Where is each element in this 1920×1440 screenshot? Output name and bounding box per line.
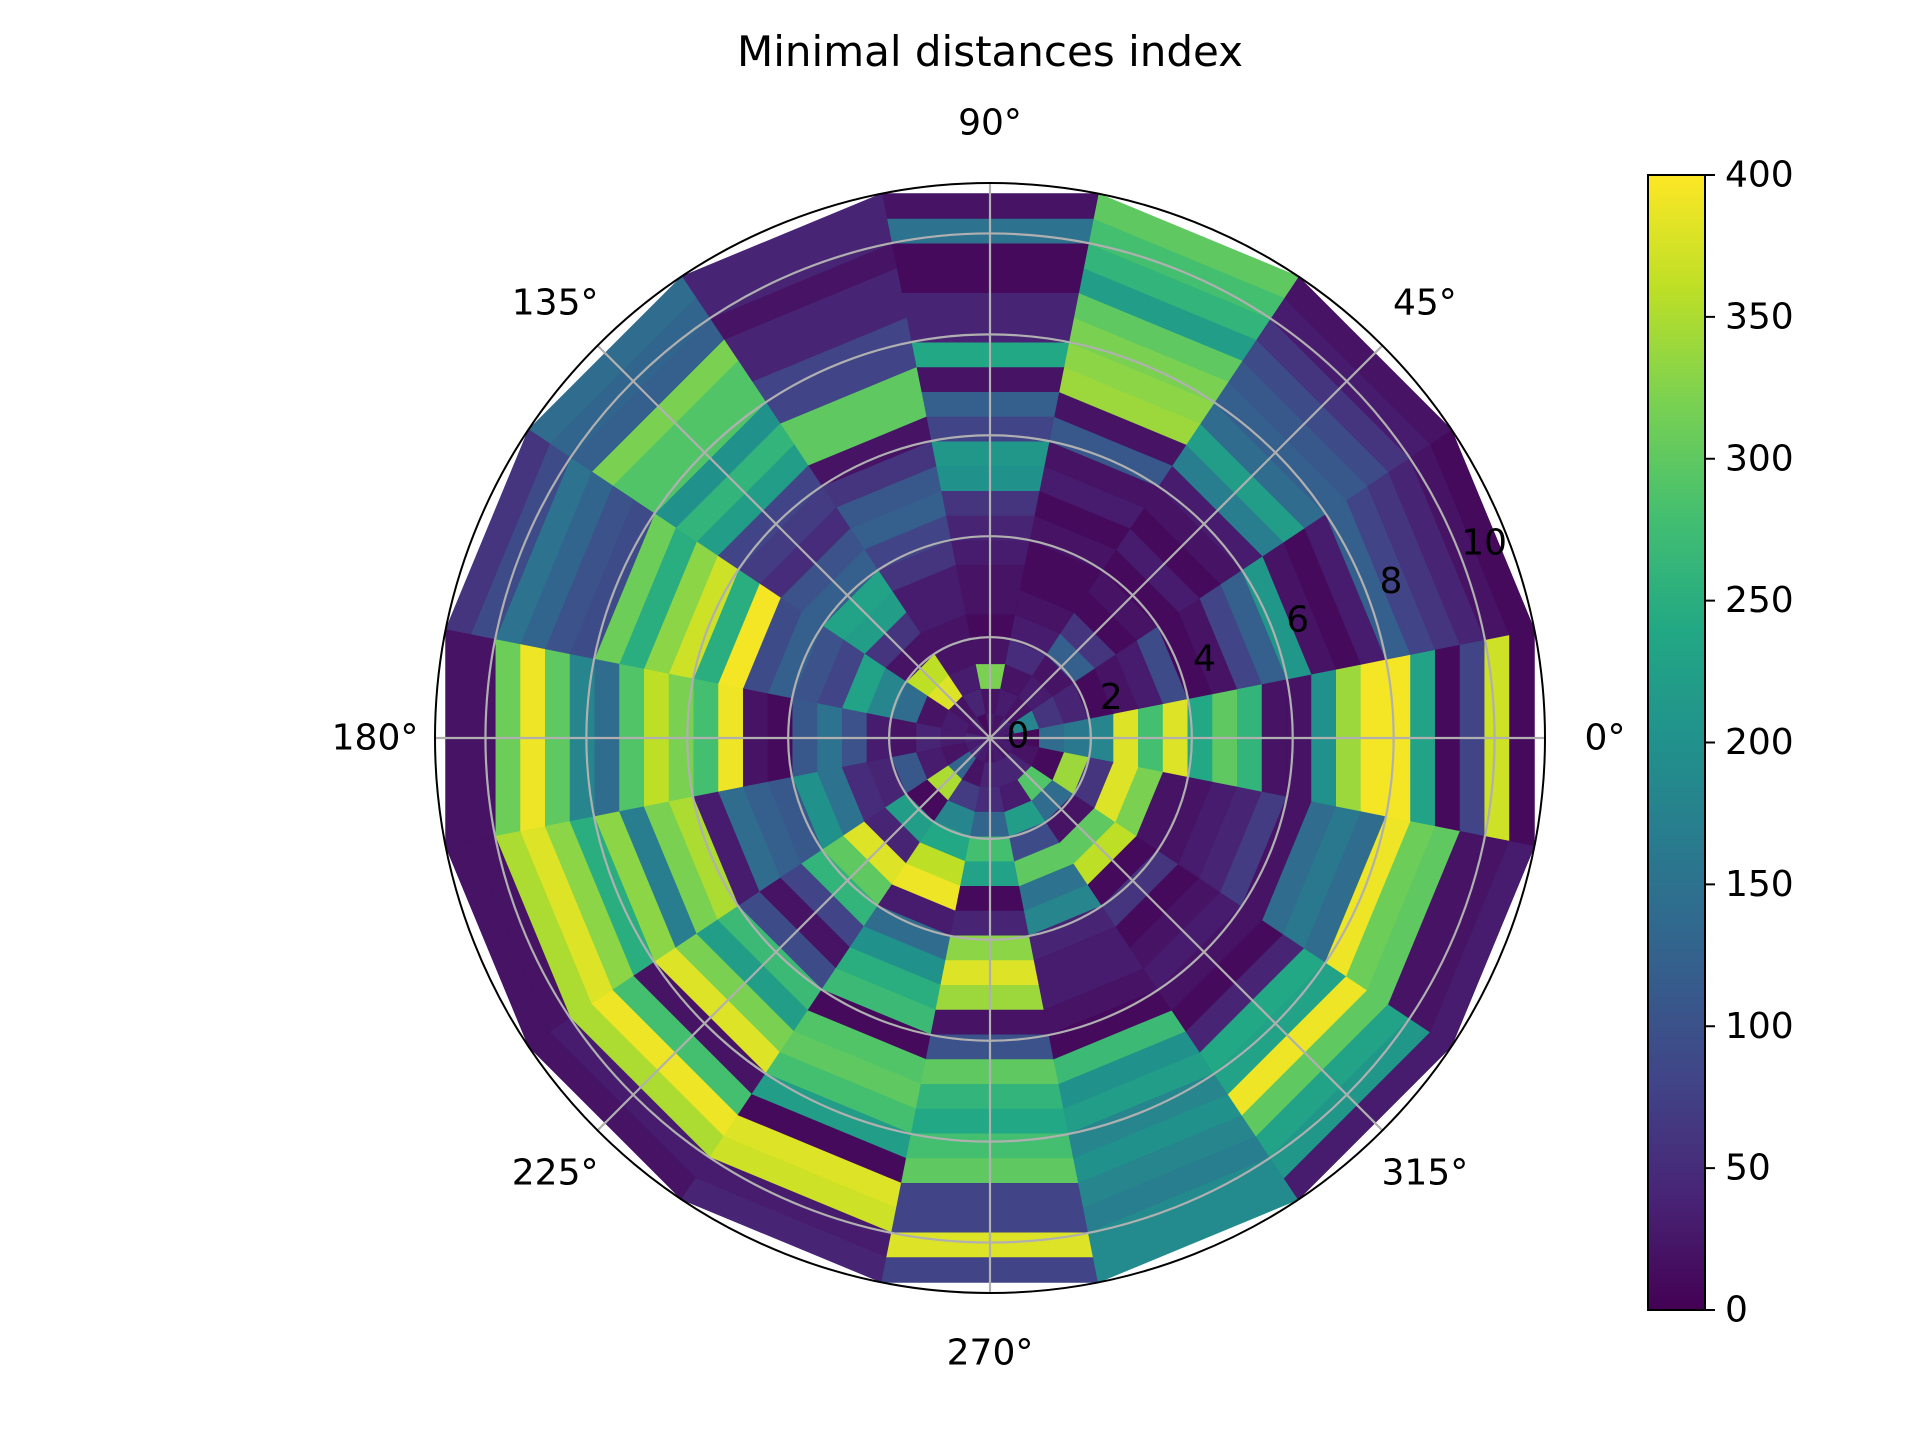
- colorbar-tick-label: 0: [1725, 1290, 1748, 1331]
- r-tick-label: 8: [1379, 561, 1402, 602]
- colorbar-tick-label: 200: [1725, 722, 1794, 763]
- theta-tick-label: 135°: [512, 283, 599, 324]
- colorbar-tick-label: 100: [1725, 1006, 1794, 1047]
- colorbar-tick-label: 150: [1725, 864, 1794, 905]
- angular-gridline: [989, 344, 1384, 739]
- theta-tick-label: 225°: [512, 1152, 599, 1193]
- colorbar-tick-label: 350: [1725, 296, 1794, 337]
- angular-gridlines: [435, 183, 1545, 1293]
- r-tick-label: 4: [1193, 638, 1216, 679]
- colorbar-gradient: [1647, 174, 1706, 1311]
- theta-tick-label: 270°: [947, 1333, 1034, 1374]
- r-tick-labels: 0 2 4 6 8 10: [1007, 522, 1507, 756]
- r-tick-label: 2: [1100, 677, 1123, 718]
- colorbar-tick-label: 250: [1725, 580, 1794, 621]
- theta-tick-label: 315°: [1382, 1152, 1469, 1193]
- colorbar-tick-label: 300: [1725, 438, 1794, 479]
- r-tick-label: 6: [1286, 600, 1309, 641]
- angular-gridline: [989, 737, 1384, 1132]
- r-tick-label: 0: [1007, 716, 1030, 757]
- theta-tick-label: 45°: [1393, 283, 1457, 324]
- colorbar-tick-label: 400: [1725, 155, 1794, 196]
- chart-title: Minimal distances index: [737, 27, 1243, 76]
- theta-tick-label: 90°: [958, 103, 1022, 144]
- r-tick-label: 10: [1461, 522, 1507, 563]
- polar-frame: [434, 182, 1546, 1294]
- colorbar-tick-label: 50: [1725, 1148, 1771, 1189]
- colorbar-ticks: 0 50 100 150 200 250 300 350 400: [1705, 155, 1794, 1331]
- angular-gridline: [596, 344, 991, 739]
- angular-gridline: [596, 737, 991, 1132]
- theta-tick-label: 0°: [1585, 718, 1626, 759]
- colorbar: 0 50 100 150 200 250 300 350 400: [1647, 155, 1794, 1331]
- theta-tick-labels: 0° 45° 90° 135° 180° 225° 270° 315°: [332, 103, 1626, 1374]
- theta-tick-label: 180°: [332, 718, 419, 759]
